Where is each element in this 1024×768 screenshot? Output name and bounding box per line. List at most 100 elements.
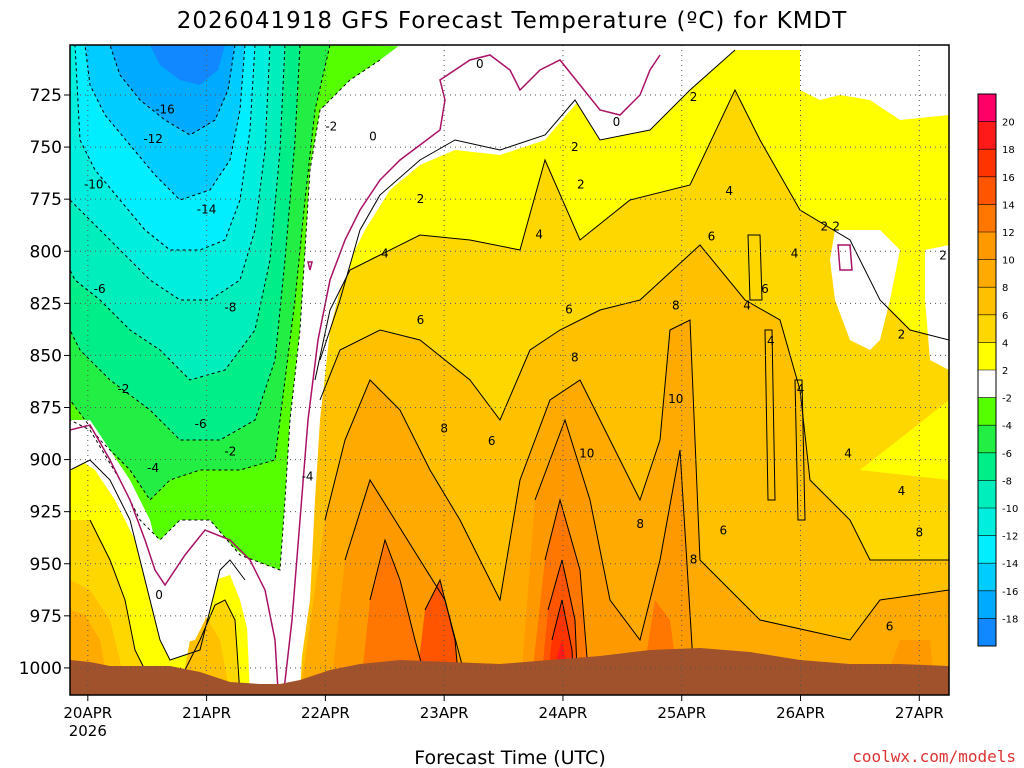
contour-label: 4 [797,382,805,396]
colorbar-label: 6 [1002,311,1008,322]
colorbar-label: 8 [1002,283,1008,294]
contour-label: -8 [224,301,236,315]
contour-label: -6 [94,282,106,296]
contour-label: -4 [147,461,159,475]
contour-label: 6 [565,303,573,317]
zero-isotherm [70,54,853,691]
colorbar-label: -14 [1002,559,1018,570]
colorbar-label: 18 [1002,145,1015,156]
colorbar-label: 20 [1002,118,1015,129]
contour-label: -12 [143,132,163,146]
contour-label: 4 [535,228,543,242]
contour-label: -10 [84,178,104,192]
contour-lines [70,49,949,695]
colorbar-label: -4 [1002,421,1012,432]
colorbar-label: 10 [1002,256,1015,267]
colorbar-swatch [978,314,996,343]
chart-title: 2026041918 GFS Forecast Temperature (ºC)… [177,8,848,34]
colorbar-swatch [978,259,996,288]
contour-label: -4 [302,469,314,483]
contour-label: 4 [767,334,775,348]
band-white-left [70,420,280,690]
x-tick-label: 27APR [895,704,944,722]
y-tick-label: 825 [30,294,62,314]
x-tick-label: 25APR [657,704,706,722]
colorbar-label: -10 [1002,504,1018,515]
contour-label: 4 [725,184,733,198]
colorbar-swatch [978,149,996,178]
contour-label: 8 [571,351,579,365]
y-tick-label: 875 [30,399,62,419]
contour-label: 2 [939,248,947,262]
band-white-right [800,45,949,120]
colorbar-swatch [978,590,996,619]
contour-label: 4 [791,246,799,260]
colorbar-label: -16 [1002,587,1018,598]
contour-label: 8 [672,298,680,312]
contour-lines-dashed [70,45,381,571]
contour-label: 2 [690,90,698,104]
contour-label: 6 [761,282,769,296]
contour-label: 2 [577,178,585,192]
contour-label: -2 [325,119,337,133]
colorbar-swatch [978,94,996,123]
y-axis: 725 750 775 800 825 850 875 900 925 950 975 1000 [19,86,70,679]
contour-label: 2 [832,219,840,233]
contour-label: 6 [719,523,727,537]
colorbar-label: -2 [1002,394,1012,405]
x-axis: 20APR 21APR 22APR 23APR 24APR 25APR 26APR 27APR… [63,695,944,740]
colorbar-swatch [978,452,996,481]
contour-label: 8 [636,517,644,531]
contour-label: 4 [743,298,751,312]
band-white-right-2 [830,230,900,350]
contour-label: 8 [915,526,923,540]
x-tick-year: 2026 [69,722,107,740]
contour-label: -16 [155,103,175,117]
colorbar-label: -12 [1002,532,1018,543]
colorbar-swatch [978,287,996,316]
y-tick-label: 800 [30,242,62,262]
contour-label: 6 [886,619,894,633]
band-14-16 [415,560,578,695]
y-tick-label: 1000 [19,659,62,679]
y-tick-label: 975 [30,607,62,627]
contour-label: 0 [369,130,377,144]
y-tick-label: 775 [30,190,62,210]
colorbar-swatch [978,618,996,647]
contour-label: 0 [155,588,163,602]
y-tick-label: 850 [30,346,62,366]
contour-label: 6 [417,313,425,327]
colorbar-label: 4 [1002,338,1008,349]
plot-frame [69,44,950,696]
terrain [70,648,949,695]
colorbar-swatch [978,121,996,150]
colorbar-label: 16 [1002,173,1015,184]
x-tick-label: 24APR [539,704,588,722]
plot-area: -16-12-10-14-6-8-2-6-4-2-400-20022224442… [70,45,949,695]
band-8-10 [300,320,949,695]
contour-labels: -16-12-10-14-6-8-2-6-4-2-400-20022224442… [84,57,947,634]
x-tick-label: 20APR [63,704,112,722]
colorbar: 20 18 16 14 12 10 8 6 4 2 -2 -4 -6 -8 -10 -12 -14 -16 -18 [977,93,1018,647]
colorbar-swatch [978,370,996,399]
contour-label: -14 [197,203,217,217]
y-tick-label: 950 [30,555,62,575]
colorbar-label: 2 [1002,366,1008,377]
x-tick-label: 22APR [301,704,350,722]
x-axis-label: Forecast Time (UTC) [414,747,605,768]
colorbar-swatch [978,342,996,371]
colorbar-swatch [978,397,996,426]
contour-label: 6 [488,434,496,448]
contour-label: 4 [381,246,389,260]
colorbar-swatch [978,232,996,261]
colorbar-label: -6 [1002,449,1012,460]
contour-label: 0 [476,57,484,71]
contour-label: 4 [898,484,906,498]
colorbar-label: -18 [1002,614,1018,625]
contour-label: 2 [898,328,906,342]
y-tick-label: 900 [30,451,62,471]
contour-label: 8 [440,421,448,435]
x-tick-label: 23APR [420,704,469,722]
contour-label: -2 [117,382,129,396]
